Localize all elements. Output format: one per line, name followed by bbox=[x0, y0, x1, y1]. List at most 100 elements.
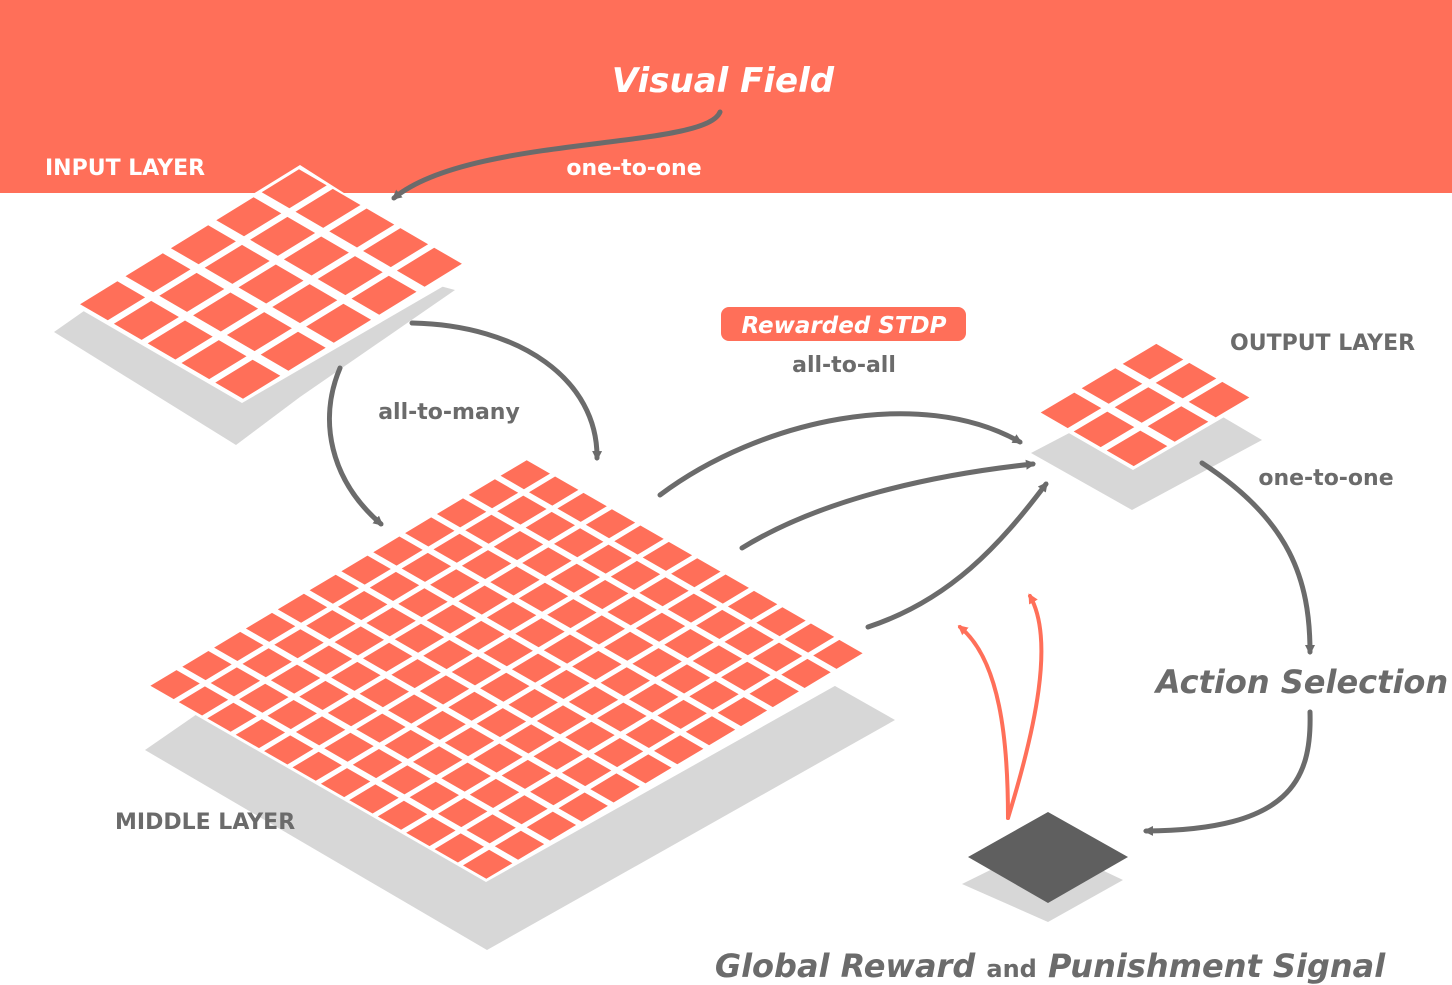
all-to-all-label: all-to-all bbox=[792, 353, 896, 378]
middle-layer-cell bbox=[480, 672, 530, 702]
middle-layer-cell bbox=[582, 544, 632, 574]
middle-layer-cell bbox=[242, 648, 292, 678]
middle-layer-cell bbox=[419, 675, 470, 705]
middle-layer-cell bbox=[277, 593, 328, 623]
middle-layer-cell bbox=[341, 555, 391, 585]
reward-title-part1: Global Reward bbox=[715, 947, 977, 985]
middle-layer-cell bbox=[469, 778, 520, 808]
middle-layer-cell bbox=[433, 533, 483, 563]
middle-layer-cell bbox=[476, 708, 527, 738]
middle-layer-cell bbox=[575, 615, 625, 645]
middle-layer-cell bbox=[267, 700, 317, 730]
input-layer-cell bbox=[215, 359, 281, 399]
reward-signal-title: Global Reward and Punishment Signal bbox=[715, 947, 1386, 985]
middle-layer-cell bbox=[579, 580, 629, 610]
input-layer-cell bbox=[80, 281, 146, 321]
middle-layer-cell bbox=[533, 740, 583, 770]
middle-layer-cell bbox=[561, 757, 612, 787]
rewarded-stdp-label: Rewarded STDP bbox=[741, 313, 946, 339]
reward-signal-arrow-right bbox=[1006, 593, 1044, 820]
middle-layer-cell bbox=[654, 735, 704, 765]
output-layer-cell bbox=[1040, 392, 1102, 429]
middle-layer-cell bbox=[639, 577, 689, 607]
middle-layer-cell bbox=[525, 511, 575, 541]
input-layer-cell bbox=[204, 244, 270, 284]
middle-layer-cell bbox=[366, 607, 416, 637]
middle-layer-cell bbox=[373, 536, 423, 566]
middle-layer-cell bbox=[664, 629, 714, 659]
output-layer-grid bbox=[1034, 340, 1257, 470]
input-layer-cell bbox=[260, 331, 326, 371]
middle-layer-cell bbox=[508, 689, 558, 719]
reward-title-part2: and bbox=[986, 955, 1036, 983]
input-layer-cell bbox=[216, 197, 282, 237]
middle-to-output-arrow-mid bbox=[739, 459, 1036, 551]
middle-layer-cell bbox=[486, 601, 537, 631]
output-one-to-one-label: one-to-one bbox=[1258, 466, 1393, 491]
middle-layer-cell bbox=[274, 629, 324, 659]
middle-layer-cell bbox=[692, 645, 743, 675]
input-layer-cell bbox=[147, 320, 213, 360]
output-layer-cell bbox=[1188, 381, 1250, 418]
input-layer-cell bbox=[351, 275, 417, 315]
output-layer-cell bbox=[1155, 362, 1217, 399]
middle-layer-cell bbox=[426, 604, 477, 634]
output-layer-cell bbox=[1081, 368, 1143, 404]
middle-layer-cell bbox=[660, 664, 711, 694]
input-layer-cell bbox=[261, 169, 327, 209]
input-layer-cell bbox=[363, 228, 429, 268]
input-layer-cell bbox=[295, 188, 361, 228]
middle-layer-cell bbox=[150, 670, 200, 700]
middle-layer-cell bbox=[813, 639, 863, 669]
middle-layer-cell bbox=[784, 623, 835, 653]
middle-layer-cell bbox=[685, 716, 736, 746]
reward-signal-arrow-left bbox=[957, 625, 1010, 820]
middle-layer-cell bbox=[451, 656, 502, 686]
input-layer-cell bbox=[306, 303, 372, 343]
middle-layer-cell bbox=[178, 686, 229, 716]
visual-to-input-arrow bbox=[391, 109, 723, 201]
middle-layer-cell bbox=[473, 743, 523, 773]
input-layer-cell bbox=[317, 256, 383, 296]
visual-field-connection-label: one-to-one bbox=[566, 156, 701, 181]
middle-layer-cell bbox=[461, 550, 512, 580]
input-layer-cell bbox=[396, 247, 462, 287]
input-layer-cell bbox=[181, 340, 247, 380]
middle-layer-cell bbox=[430, 569, 480, 599]
middle-layer-cell bbox=[756, 607, 806, 637]
middle-layer-cell bbox=[214, 631, 264, 661]
middle-layer-cell bbox=[444, 727, 495, 757]
output-to-action-arrow bbox=[1199, 460, 1315, 655]
middle-layer-cell bbox=[490, 566, 540, 596]
middle-layer-cell bbox=[529, 476, 579, 506]
middle-layer-cell bbox=[388, 694, 438, 724]
middle-layer-cell bbox=[505, 724, 555, 754]
input-layer-cell bbox=[113, 300, 179, 340]
middle-layer-cell bbox=[585, 509, 636, 539]
rewarded-stdp-badge bbox=[721, 307, 966, 341]
input-layer-cell bbox=[283, 236, 349, 276]
input-layer-cell bbox=[272, 284, 338, 324]
middle-layer-cell bbox=[409, 781, 459, 811]
output-layer-cell bbox=[1122, 343, 1184, 380]
middle-layer-cell bbox=[413, 746, 463, 776]
middle-layer-cell bbox=[295, 716, 346, 746]
middle-layer-cell bbox=[377, 800, 428, 830]
middle-layer-cell bbox=[536, 705, 587, 735]
middle-layer-cell bbox=[356, 713, 406, 743]
reward-title-part3: Punishment Signal bbox=[1048, 947, 1386, 985]
middle-layer-cell bbox=[401, 552, 452, 582]
middle-layer-cell bbox=[438, 798, 488, 828]
output-layer-cell bbox=[1147, 406, 1209, 442]
middle-layer-cell bbox=[210, 667, 261, 697]
middle-layer-cell bbox=[352, 749, 403, 779]
middle-layer-cell bbox=[749, 678, 799, 708]
middle-layer-cell bbox=[600, 667, 650, 697]
middle-layer-cell bbox=[572, 650, 622, 680]
action-selection-label: Action Selection bbox=[1153, 663, 1448, 701]
middle-layer-cell bbox=[394, 623, 445, 653]
middle-layer-cell bbox=[498, 795, 548, 825]
middle-layer-cell bbox=[717, 697, 768, 727]
input-layer-cell bbox=[159, 272, 225, 312]
input-to-middle-arrow-left bbox=[327, 365, 384, 527]
